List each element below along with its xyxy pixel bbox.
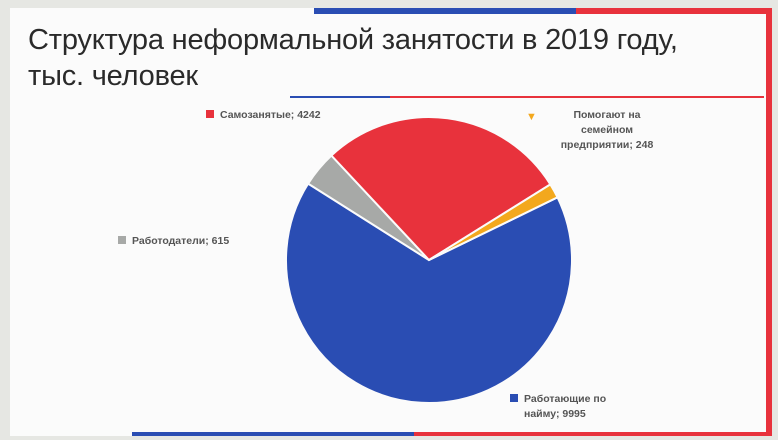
slide: Структура неформальной занятости в 2019 … (10, 8, 772, 436)
title-underline-blue (290, 96, 390, 98)
chart-title-line-2: тыс. человек (28, 60, 198, 92)
chart-title: Структура неформальной занятости в 2019 … (28, 22, 728, 94)
bottom-stripe-red (414, 432, 772, 436)
swatch-hired-workers (510, 394, 518, 402)
label-self-employed: Самозанятые; 4242 (206, 108, 321, 123)
pie-slice-2 (329, 116, 552, 262)
title-underline (390, 96, 764, 98)
pie-chart (285, 116, 573, 404)
top-stripe-red (576, 8, 772, 14)
pie-slice-0 (285, 182, 573, 404)
family-marker-icon: ▼ (526, 111, 537, 123)
right-stripe-red (766, 8, 772, 436)
chart-title-line-1: Структура неформальной занятости в 2019 … (28, 24, 678, 56)
swatch-self-employed (206, 110, 214, 118)
label-hired-workers: Работающие по найму; 9995 (510, 392, 606, 422)
label-employers: Работодатели; 615 (118, 234, 229, 249)
swatch-employers (118, 236, 126, 244)
pie-slice-3 (428, 183, 559, 261)
label-family-business: ▼ Помогают на семейном предприятии; 248 (526, 109, 654, 151)
bottom-stripe-blue (132, 432, 414, 436)
top-stripe-blue (314, 8, 576, 14)
